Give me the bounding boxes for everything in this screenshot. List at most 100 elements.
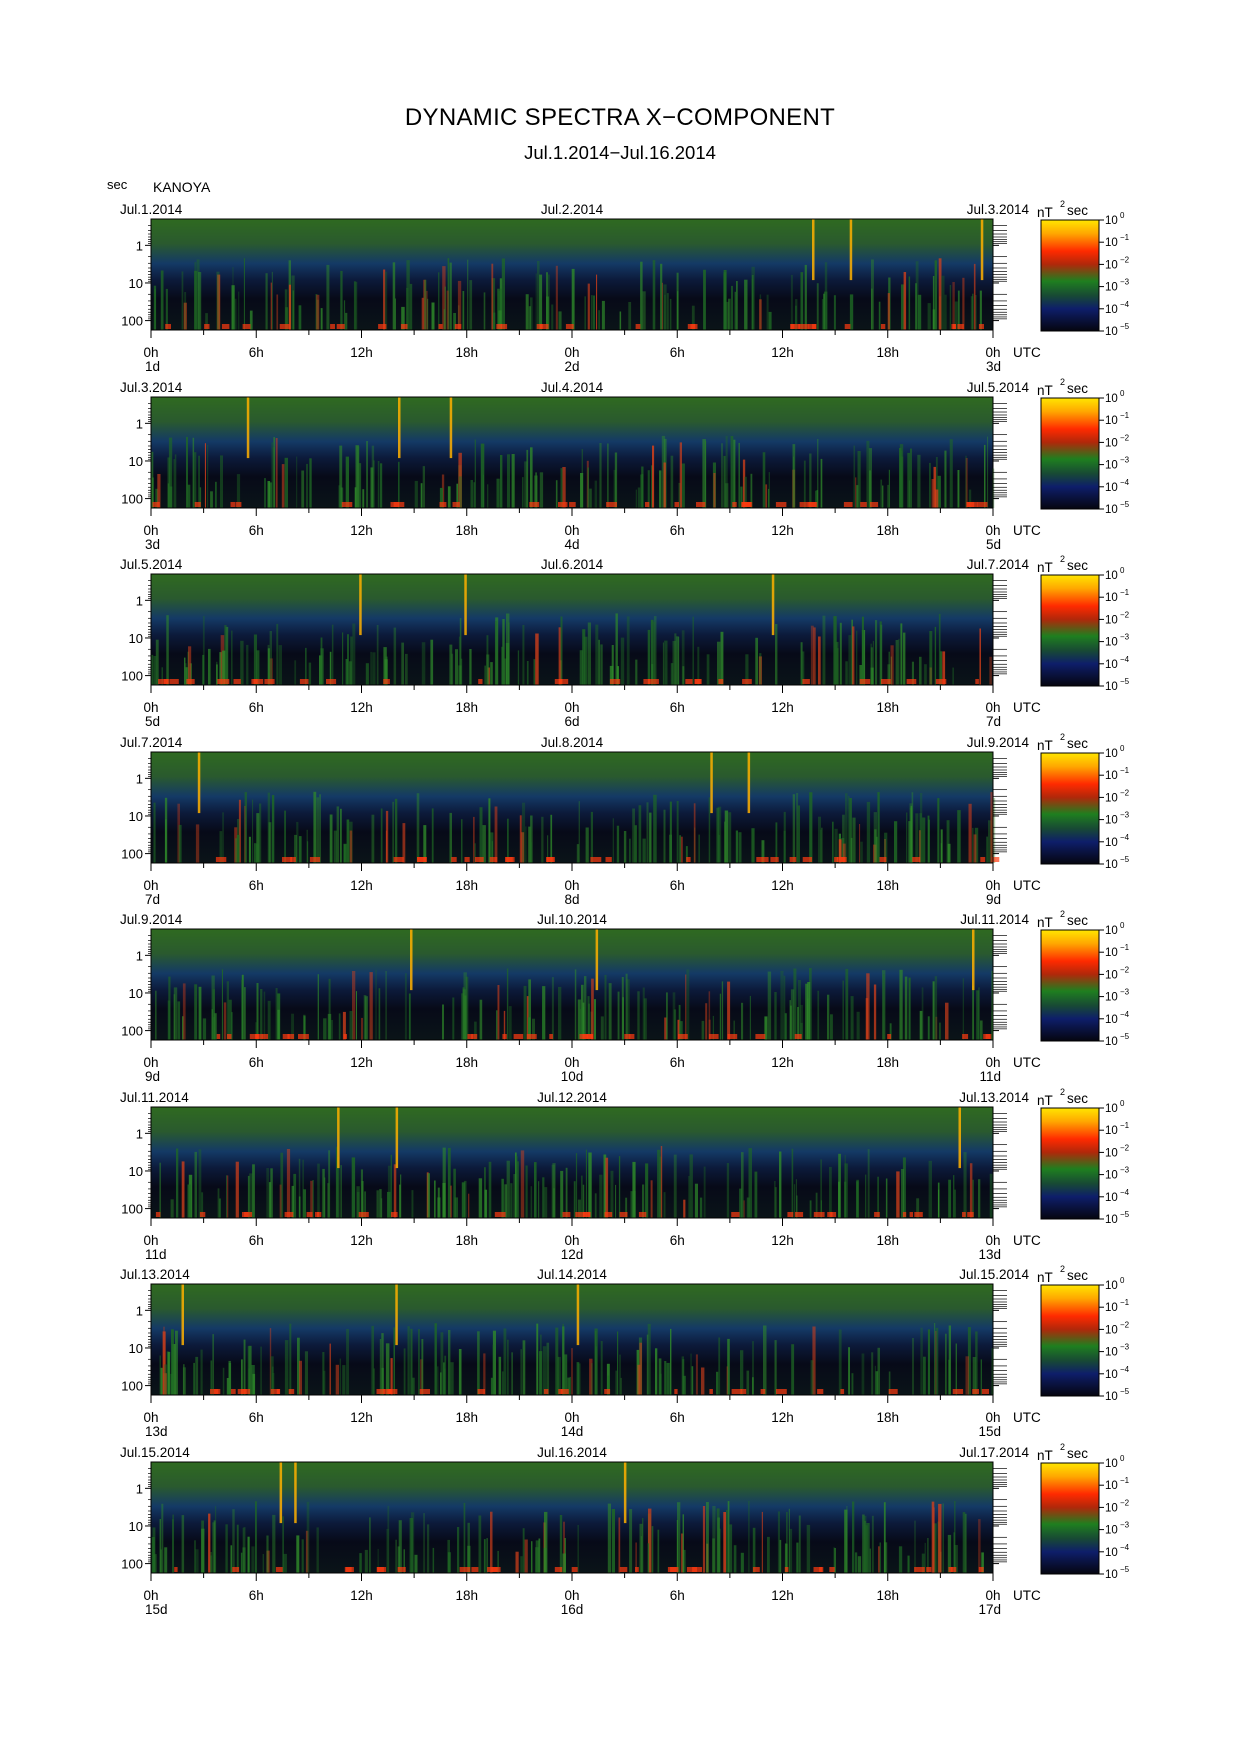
x-tick-label: 6h xyxy=(670,1055,685,1070)
colorbar-unit: nT xyxy=(1037,1270,1053,1285)
x-tick-label: 18h xyxy=(876,523,899,538)
colorbar-unit-sup: 2 xyxy=(1060,1264,1065,1274)
colorbar-tick-exponent: −4 xyxy=(1120,300,1130,309)
colorbar-tick-exponent: −5 xyxy=(1120,1210,1130,1219)
x-tick-label: 0h xyxy=(985,1233,1000,1248)
x-tick-label: 6h xyxy=(249,700,264,715)
x-tick-label: 0h xyxy=(143,345,158,360)
x-tick-label: 0h xyxy=(985,345,1000,360)
colorbar-tick-base: 10 xyxy=(1105,925,1118,937)
x-tick-label: 6h xyxy=(670,523,685,538)
y-tick-label: 100 xyxy=(121,1557,143,1572)
colorbar-tick-exponent: −5 xyxy=(1120,855,1130,864)
panel-date-mid: Jul.16.2014 xyxy=(537,1445,607,1460)
day-label-left: 3d xyxy=(145,537,160,552)
colorbar-unit: nT xyxy=(1037,915,1053,930)
panel-date-left: Jul.13.2014 xyxy=(120,1267,190,1282)
x-tick-label: 12h xyxy=(771,345,794,360)
colorbar-tick-exponent: −5 xyxy=(1120,1565,1130,1574)
panel-date-right: Jul.5.2014 xyxy=(967,380,1030,395)
x-tick-label: 0h xyxy=(143,700,158,715)
x-tick-label: 12h xyxy=(771,1055,794,1070)
x-tick-label: 18h xyxy=(876,700,899,715)
x-tick-label: 0h xyxy=(143,523,158,538)
x-tick-label: 0h xyxy=(143,878,158,893)
colorbar-tick-base: 10 xyxy=(1105,393,1118,405)
x-tick-label: 0h xyxy=(985,523,1000,538)
x-tick-label: 6h xyxy=(670,878,685,893)
x-tick-label: 18h xyxy=(455,1055,478,1070)
x-tick-label: 6h xyxy=(249,1410,264,1425)
y-tick-label: 10 xyxy=(129,631,143,646)
colorbar-tick-base: 10 xyxy=(1105,1125,1118,1137)
colorbar-unit-sup: 2 xyxy=(1060,199,1065,209)
colorbar-gradient xyxy=(1040,1107,1100,1220)
panel-date-right: Jul.11.2014 xyxy=(960,912,1029,927)
panel-7: Jul.13.2014 Jul.14.2014 Jul.15.20141101000… xyxy=(120,1264,1130,1439)
x-tick-label: 6h xyxy=(249,878,264,893)
colorbar-tick-exponent: 0 xyxy=(1120,211,1125,220)
colorbar-tick-base: 10 xyxy=(1105,1014,1118,1026)
panel-date-left: Jul.9.2014 xyxy=(120,912,183,927)
x-tick-label: 12h xyxy=(771,1410,794,1425)
x-tick-label: 0h xyxy=(985,878,1000,893)
colorbar-unit-suffix: sec xyxy=(1067,1446,1088,1461)
colorbar-tick-exponent: −1 xyxy=(1120,1298,1130,1307)
day-label-left: 13d xyxy=(145,1424,168,1439)
colorbar-unit-sup: 2 xyxy=(1060,909,1065,919)
y-tick-label: 100 xyxy=(121,1024,143,1039)
colorbar-tick-exponent: −1 xyxy=(1120,1476,1130,1485)
colorbar-tick-exponent: 0 xyxy=(1120,1276,1125,1285)
x-tick-label: 12h xyxy=(771,523,794,538)
panel-date-left: Jul.3.2014 xyxy=(120,380,183,395)
x-tick-label: 12h xyxy=(350,1055,373,1070)
day-label-mid: 6d xyxy=(564,714,579,729)
colorbar-tick-base: 10 xyxy=(1105,482,1118,494)
colorbar-tick-exponent: −5 xyxy=(1120,677,1130,686)
colorbar-tick-base: 10 xyxy=(1105,837,1118,849)
y-tick-label: 100 xyxy=(121,314,143,329)
day-label-left: 7d xyxy=(145,892,160,907)
colorbar-tick-exponent: 0 xyxy=(1120,744,1125,753)
day-label-mid: 14d xyxy=(561,1424,584,1439)
x-tick-label: 0h xyxy=(985,1055,1000,1070)
colorbar-unit: nT xyxy=(1037,1448,1053,1463)
colorbar-tick-base: 10 xyxy=(1105,1214,1118,1226)
colorbar-tick-exponent: −5 xyxy=(1120,1387,1130,1396)
panel-date-left: Jul.15.2014 xyxy=(120,1445,190,1460)
x-unit-label: UTC xyxy=(1013,523,1041,538)
colorbar-tick-base: 10 xyxy=(1105,215,1118,227)
x-tick-label: 18h xyxy=(876,1588,899,1603)
panel-5: Jul.9.2014 Jul.10.2014 Jul.11.20141101000h… xyxy=(120,909,1130,1084)
colorbar-tick-base: 10 xyxy=(1105,460,1118,472)
day-label-mid: 16d xyxy=(561,1602,584,1617)
x-tick-label: 18h xyxy=(876,1055,899,1070)
y-tick-label: 1 xyxy=(136,771,143,786)
y-tick-label: 10 xyxy=(129,1164,143,1179)
colorbar-tick-base: 10 xyxy=(1105,637,1118,649)
day-label-right: 15d xyxy=(978,1424,1001,1439)
panel-date-right: Jul.7.2014 xyxy=(967,557,1030,572)
colorbar-tick-base: 10 xyxy=(1105,792,1118,804)
colorbar-tick-exponent: −2 xyxy=(1120,1320,1130,1329)
x-unit-label: UTC xyxy=(1013,1588,1041,1603)
day-label-right: 5d xyxy=(986,537,1001,552)
colorbar-tick-base: 10 xyxy=(1105,415,1118,427)
colorbar-tick-exponent: −4 xyxy=(1120,1010,1130,1019)
station-name: KANOYA xyxy=(153,179,211,195)
x-tick-label: 0h xyxy=(564,1233,579,1248)
x-unit-label: UTC xyxy=(1013,345,1041,360)
colorbar-tick-exponent: 0 xyxy=(1120,1454,1125,1463)
x-tick-label: 12h xyxy=(771,1588,794,1603)
panel-date-mid: Jul.14.2014 xyxy=(537,1267,607,1282)
x-tick-label: 18h xyxy=(876,878,899,893)
panel-8: Jul.15.2014 Jul.16.2014 Jul.17.20141101000… xyxy=(120,1442,1130,1617)
colorbar-unit-suffix: sec xyxy=(1067,913,1088,928)
colorbar-tick-exponent: −3 xyxy=(1120,633,1130,642)
colorbar-tick-base: 10 xyxy=(1105,947,1118,959)
day-label-mid: 12d xyxy=(561,1247,584,1262)
x-unit-label: UTC xyxy=(1013,1410,1041,1425)
colorbar-tick-base: 10 xyxy=(1105,1280,1118,1292)
